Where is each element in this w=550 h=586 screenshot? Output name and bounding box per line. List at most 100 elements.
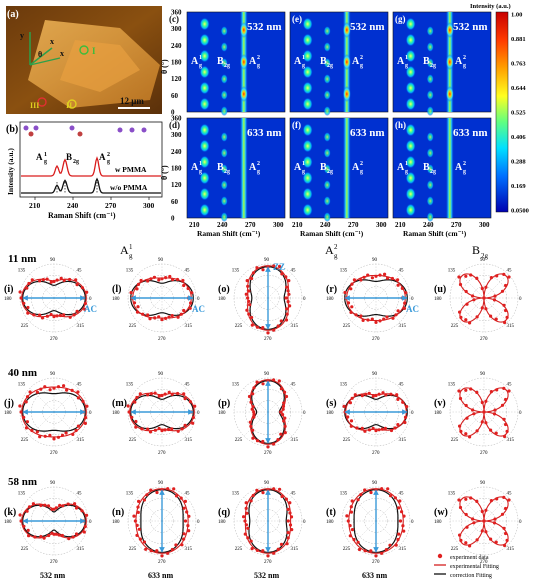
angle-tick: 270 [372, 560, 380, 565]
angle-tick: 180 [4, 520, 12, 525]
legend-data: experiment data [450, 555, 489, 561]
atom-icon [141, 127, 147, 133]
ag2-hotspot [342, 54, 351, 70]
data-point [138, 392, 142, 396]
data-point [350, 282, 354, 286]
axis-x-label: x [50, 37, 54, 46]
data-point [62, 384, 66, 388]
colorbar-tick: 0.644 [511, 85, 526, 92]
data-point [355, 426, 359, 430]
polar-grid-spoke [483, 273, 509, 299]
marker-circle-3 [37, 97, 47, 107]
b2g-lobe [426, 212, 434, 222]
data-point [493, 517, 497, 521]
panel-b-xticks: 210 240 270 300 [29, 197, 155, 210]
polar-plot: 90 45 0 315 270 225 180 135 (k) [4, 481, 92, 565]
ag1-lobe [302, 139, 313, 153]
data-point [244, 501, 248, 505]
polar-grid-ring [364, 509, 388, 533]
header-b2g-sub: 2g [481, 252, 489, 260]
data-point [27, 505, 32, 509]
polar-grid-ring [472, 400, 496, 424]
data-point [377, 428, 381, 432]
data-point [352, 537, 356, 542]
angle-tick: 90 [480, 258, 486, 263]
data-point [504, 422, 508, 427]
data-point [374, 554, 378, 558]
data-point [349, 510, 353, 514]
data-point [393, 426, 397, 430]
laser-label: 633 nm [453, 127, 488, 139]
polar-plot: 90 45 0 315 270 225 180 135 (o) ZZ [218, 258, 306, 342]
b2g-lobe [220, 26, 228, 36]
data-point [495, 497, 499, 501]
data-point [398, 519, 403, 523]
data-point [246, 296, 250, 300]
angle-tick: 0 [197, 297, 200, 302]
data-point [248, 420, 252, 424]
data-point [64, 431, 68, 435]
peak-a: A [397, 162, 405, 173]
data-point [504, 397, 508, 402]
angle-tick: 135 [126, 491, 134, 496]
peak-b-sub: 2g [224, 63, 230, 69]
spectrum-w-pmma [21, 156, 161, 177]
bottom-label-3: 532 nm [254, 571, 279, 580]
data-point [360, 426, 364, 430]
data-point [472, 298, 476, 302]
polar-panel-label: (m) [112, 398, 127, 409]
data-point [174, 543, 178, 547]
map-ytick: 180 [171, 165, 182, 173]
data-point [76, 424, 80, 428]
data-point [403, 420, 407, 425]
angle-tick: 315 [399, 547, 407, 552]
data-point [252, 412, 256, 417]
map-ytick: 0 [171, 215, 175, 223]
angle-tick: 315 [185, 438, 193, 443]
atom-icon [23, 125, 29, 131]
polar-grid-spoke [267, 520, 293, 546]
data-point [378, 273, 382, 277]
data-point [251, 428, 255, 432]
data-point [458, 282, 463, 287]
data-point [135, 533, 139, 538]
b2g-lobe [426, 180, 434, 190]
data-point [361, 318, 365, 322]
data-point [83, 421, 87, 425]
data-point [272, 551, 276, 555]
angle-tick: 135 [18, 268, 26, 273]
data-point [144, 547, 148, 551]
polar-grid-spoke [267, 297, 293, 323]
data-point [357, 547, 362, 552]
data-point [80, 286, 84, 290]
peak-a-sup: 1 [199, 55, 202, 61]
data-point [261, 326, 265, 330]
peak-ag1-sub: g [44, 159, 47, 165]
data-point [180, 427, 184, 431]
data-point [284, 275, 288, 279]
map-xtick: 240 [320, 221, 331, 229]
polar-grid-spoke [161, 520, 187, 546]
data-point [149, 488, 153, 492]
data-point [272, 487, 276, 491]
data-point [18, 290, 22, 294]
data-point [58, 503, 62, 507]
data-point [377, 392, 381, 396]
peak-a-sub: g [199, 63, 202, 69]
bottom-label-1: 532 nm [40, 571, 65, 580]
data-point [255, 439, 260, 443]
data-point [279, 319, 283, 323]
angle-tick: 180 [326, 411, 334, 416]
data-point [33, 535, 37, 539]
data-point [475, 429, 479, 433]
atom-icon [129, 127, 135, 133]
data-point [31, 502, 35, 506]
data-point [482, 296, 486, 300]
data-point [145, 493, 149, 497]
polar-plot: 90 45 0 315 270 225 180 135 (t) [326, 481, 414, 565]
data-point [403, 301, 407, 305]
ag1-lobe [405, 97, 416, 111]
polar-plot: 90 45 0 315 270 225 180 135 (n) [112, 481, 200, 565]
angle-tick: 45 [291, 382, 297, 387]
